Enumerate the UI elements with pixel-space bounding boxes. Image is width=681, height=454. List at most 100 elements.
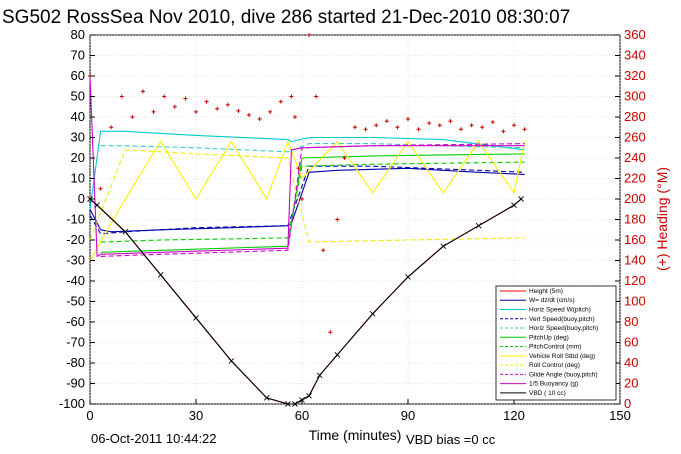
series-vbd-10-cc-marker: [263, 395, 270, 401]
series-heading-point: [268, 109, 273, 114]
series-heading-point: [406, 117, 410, 122]
y-tick-label: -80: [66, 355, 85, 370]
series-heading-point: [307, 33, 312, 37]
y-right-tick-label: 160: [624, 232, 646, 247]
legend-label: PitchUp (deg): [529, 334, 569, 341]
right-axis-label: (+) Heading (°M): [654, 167, 670, 271]
series-heading-point: [289, 94, 294, 99]
series-heading-point: [374, 123, 379, 128]
y-right-tick-label: 140: [624, 253, 646, 268]
right-axis: 0 20 40 60 80 100 120 140 160 180 200 220 240 260 280 3…: [615, 27, 646, 411]
footer-timestamp: 06-Oct-2011 10:44:22: [91, 431, 217, 446]
series-heading-point: [130, 115, 135, 119]
series-heading-point: [395, 125, 400, 130]
y-tick-label: 70: [71, 48, 85, 63]
series-heading-point: [328, 330, 333, 335]
series-heading-point: [162, 94, 167, 99]
series-pitchcontrol-mm-line: [100, 161, 525, 243]
series-heading-point: [278, 99, 283, 104]
y-tick-label: -70: [66, 335, 85, 350]
series-heading-point: [296, 166, 301, 171]
series-heading-point: [292, 115, 297, 119]
y-right-tick-label: 20: [624, 376, 638, 391]
y-right-tick-label: 200: [624, 191, 646, 206]
series-heading-point: [335, 217, 340, 222]
series-heading-point: [342, 156, 347, 160]
legend-label: Vehicle Roll Stbd (deg): [529, 353, 595, 360]
x-tick-label: 120: [503, 408, 525, 423]
legend-label: Horiz Speed W(pitch): [529, 306, 591, 313]
series-heading-point: [437, 123, 442, 128]
y-right-tick-label: 100: [624, 294, 646, 309]
y-right-tick-label: 300: [624, 89, 646, 104]
series-heading-point: [194, 109, 198, 114]
legend-label: Horiz Speed(buoy,pitch): [529, 325, 598, 332]
series-heading-point: [215, 106, 220, 111]
footer-vbd-bias: VBD bias =0 cc: [406, 432, 496, 447]
y-tick-label: -30: [66, 253, 85, 268]
x-tick-label: 0: [86, 408, 93, 423]
legend-label: 1/5 Buoyancy (g): [529, 381, 578, 388]
series-heading-point: [98, 186, 103, 191]
series-heading-point: [353, 125, 357, 130]
series-vbd-10-cc-marker: [306, 392, 312, 399]
y-tick-label: 20: [71, 150, 85, 165]
series-vbd-10-cc-marker: [157, 272, 164, 278]
y-tick-label: -20: [66, 232, 85, 247]
series-roll-control-deg-line: [89, 149, 525, 243]
y-right-tick-label: 240: [624, 150, 646, 165]
series-heading-point: [522, 127, 527, 132]
legend-label: VBD ( 10 cc): [529, 390, 566, 397]
series-heading-point: [480, 125, 485, 130]
series-vbd-10-cc-marker: [94, 202, 100, 208]
series-heading-point: [204, 99, 209, 104]
series-vbd-10-cc-marker: [369, 310, 376, 317]
x-tick-label: 90: [401, 408, 415, 423]
y-tick-label: -10: [66, 212, 85, 227]
chart-title: SG502 RossSea Nov 2010, dive 286 started…: [2, 7, 570, 28]
series-heading-point: [469, 123, 474, 128]
y-right-tick-label: 60: [624, 335, 638, 350]
y-tick-label: 40: [71, 109, 85, 124]
series-heading-point: [300, 197, 304, 201]
series-vbd-10-cc-marker: [440, 243, 447, 249]
series-vbd-10-cc-marker: [518, 196, 524, 202]
y-tick-label: -60: [66, 314, 85, 329]
x-tick-label: 150: [609, 408, 631, 423]
series-vert-speed-buoy-pitch-line: [89, 165, 525, 235]
legend-box: [495, 285, 617, 401]
legend-label: PitchControl (mm): [529, 344, 581, 351]
series-vbd-10-cc-marker: [193, 315, 199, 321]
series-heading-point: [109, 125, 114, 130]
bottom-axis: 0 30 60 90 120 150: [86, 399, 631, 423]
series-heading-point: [321, 248, 326, 253]
x-axis-label: Time (minutes): [309, 427, 402, 443]
series-heading-point: [384, 119, 389, 124]
series-heading-point: [257, 117, 262, 122]
y-tick-label: 60: [71, 68, 85, 83]
series-heading-point: [363, 127, 368, 132]
y-right-tick-label: 320: [624, 68, 646, 83]
y-tick-label: -40: [66, 273, 85, 288]
y-right-tick-label: 120: [624, 273, 646, 288]
x-tick-label: 60: [295, 408, 309, 423]
y-tick-label: 50: [71, 89, 85, 104]
legend-label: W= dz/dt (cm/s): [529, 297, 575, 304]
series-vbd-10-cc-marker: [292, 401, 298, 407]
left-axis: -100-90-80-70-60-50-40-30-20-10010203040…: [59, 27, 95, 411]
series-vbd-10-cc-marker: [334, 351, 341, 358]
y-right-tick-label: 340: [624, 48, 646, 63]
y-tick-label: 30: [71, 130, 85, 145]
y-right-tick-label: 360: [624, 27, 646, 42]
y-tick-label: -90: [66, 376, 85, 391]
y-tick-label: 80: [71, 27, 85, 42]
legend-label: Glide Angle (buoy,pitch): [529, 371, 598, 378]
y-right-tick-label: 260: [624, 130, 646, 145]
series-vbd-10-cc-marker: [316, 372, 323, 379]
y-tick-label: -100: [59, 396, 85, 411]
y-right-tick-label: 180: [624, 212, 646, 227]
series-horiz-speed-w-pitch-line: [89, 130, 525, 210]
series-vbd-10-cc-marker: [228, 358, 235, 364]
series-heading-point: [247, 112, 251, 117]
